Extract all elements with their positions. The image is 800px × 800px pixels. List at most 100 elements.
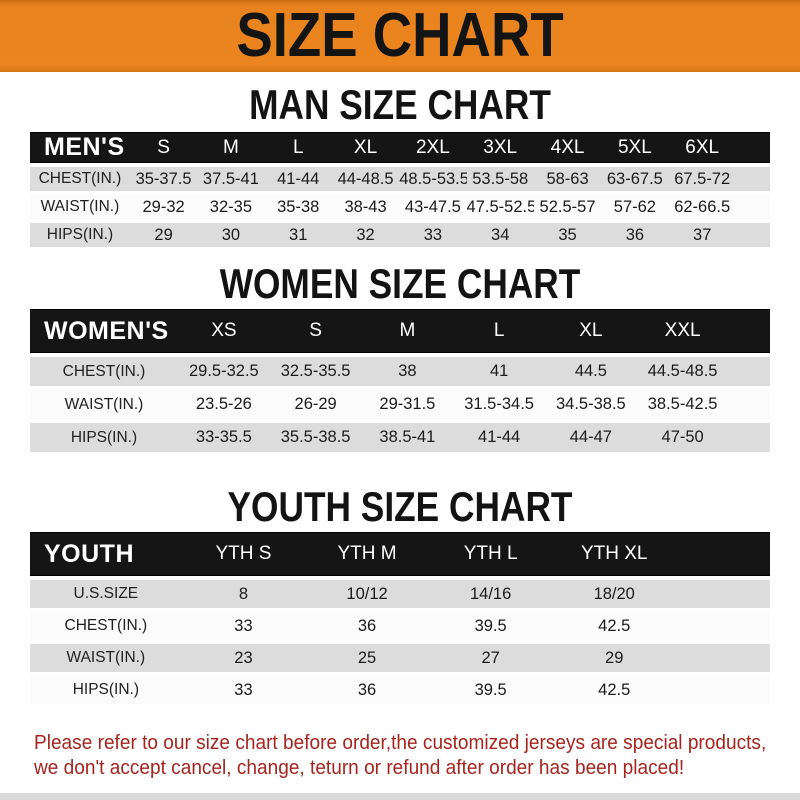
youth-size-table: YOUTH YTH S YTH M YTH L YTH XL U.S.SIZE 8 10/12…: [30, 528, 770, 708]
banner: SIZE CHART: [0, 0, 800, 72]
size-value-cell: 29: [129, 223, 198, 247]
size-column-header: 3XL: [466, 132, 534, 163]
size-column-header: S: [269, 309, 362, 353]
table-header-row: MEN'S S M L XL 2XL 3XL 4XL 5XL 6XL: [30, 132, 770, 163]
size-value-cell: 53.5-58: [466, 167, 534, 191]
size-value-cell: 57-62: [601, 195, 669, 219]
section-men: MAN SIZE CHART MEN'S S M L XL 2XL 3XL 4XL 5XL 6XL…: [0, 84, 800, 251]
table-row: WAIST(IN.) 29-32 32-35 35-38 38-43 43-47.5 47.…: [30, 195, 770, 219]
row-spacer-cell: [676, 612, 770, 640]
table-row: HIPS(IN.) 29 30 31 32 33 34 35 36 37: [30, 223, 770, 247]
size-column-header: XL: [331, 132, 400, 163]
size-value-cell: 35-38: [264, 195, 332, 219]
row-spacer-cell: [676, 676, 770, 704]
size-value-cell: 36: [305, 612, 429, 640]
footer-line-2: we don't accept cancel, change, teturn o…: [34, 756, 685, 779]
size-value-cell: 38.5-42.5: [636, 390, 729, 419]
size-value-cell: 39.5: [428, 676, 553, 704]
size-value-cell: 63-67.5: [601, 167, 669, 191]
section-title-youth: YOUTH SIZE CHART: [227, 483, 573, 530]
size-value-cell: 10/12: [305, 580, 429, 608]
size-value-cell: 67.5-72: [668, 167, 736, 191]
size-column-header: S: [129, 132, 198, 163]
size-column-header: M: [361, 309, 454, 353]
size-value-cell: 41: [453, 357, 545, 386]
size-value-cell: 18/20: [552, 580, 676, 608]
size-value-cell: 23.5-26: [178, 390, 270, 419]
size-column-header: XL: [545, 309, 637, 353]
size-value-cell: 41-44: [453, 423, 545, 452]
size-column-header: YTH L: [428, 532, 553, 576]
size-column-header: YTH XL: [552, 532, 676, 576]
size-value-cell: 29-32: [129, 195, 198, 219]
size-column-header: L: [264, 132, 332, 163]
measurement-label: HIPS(IN.): [30, 676, 182, 704]
size-value-cell: 31.5-34.5: [453, 390, 545, 419]
size-column-header: M: [197, 132, 265, 163]
measurement-label: U.S.SIZE: [30, 580, 182, 608]
table-category-label: YOUTH: [30, 532, 182, 576]
size-value-cell: 27: [428, 644, 553, 672]
table-category-label: WOMEN'S: [30, 309, 178, 353]
page-title: SIZE CHART: [236, 1, 564, 70]
size-value-cell: 44-48.5: [331, 167, 400, 191]
size-value-cell: 35-37.5: [129, 167, 198, 191]
size-value-cell: 33: [181, 676, 306, 704]
size-column-header: YTH M: [305, 532, 429, 576]
size-value-cell: 38-43: [331, 195, 400, 219]
size-column-header: XXL: [636, 309, 729, 353]
footer-line-1: Please refer to our size chart before or…: [34, 731, 767, 754]
row-spacer-cell: [676, 580, 770, 608]
table-row: HIPS(IN.) 33 36 39.5 42.5: [30, 676, 770, 704]
size-value-cell: 29.5-32.5: [178, 357, 270, 386]
size-value-cell: 23: [181, 644, 306, 672]
size-column-header: 6XL: [668, 132, 736, 163]
table-row: WAIST(IN.) 23 25 27 29: [30, 644, 770, 672]
size-column-header: 5XL: [601, 132, 669, 163]
size-value-cell: 34.5-38.5: [545, 390, 637, 419]
men-size-table: MEN'S S M L XL 2XL 3XL 4XL 5XL 6XL CHEST(IN.) 35-37…: [30, 128, 770, 251]
table-row: U.S.SIZE 8 10/12 14/16 18/20: [30, 580, 770, 608]
size-value-cell: 52.5-57: [533, 195, 602, 219]
size-value-cell: 25: [305, 644, 429, 672]
size-value-cell: 32.5-35.5: [269, 357, 362, 386]
measurement-label: WAIST(IN.): [30, 644, 182, 672]
size-value-cell: 14/16: [428, 580, 553, 608]
bottom-strip: [0, 793, 800, 800]
size-value-cell: 32-35: [197, 195, 265, 219]
size-value-cell: 30: [197, 223, 265, 247]
size-value-cell: 58-63: [533, 167, 602, 191]
row-spacer-cell: [728, 357, 770, 386]
measurement-label: CHEST(IN.): [30, 357, 178, 386]
size-column-header: YTH S: [181, 532, 306, 576]
measurement-label: WAIST(IN.): [30, 390, 178, 419]
size-column-header: 2XL: [399, 132, 467, 163]
size-value-cell: 44.5-48.5: [636, 357, 729, 386]
size-value-cell: 35: [533, 223, 602, 247]
size-value-cell: 32: [331, 223, 400, 247]
women-size-table: WOMEN'S XS S M L XL XXL CHEST(IN.) 29.5-32.5 32.5…: [30, 305, 770, 456]
size-value-cell: 38: [361, 357, 454, 386]
size-value-cell: 33: [399, 223, 467, 247]
size-value-cell: 42.5: [552, 676, 676, 704]
header-spacer-cell: [728, 309, 770, 353]
size-value-cell: 33-35.5: [178, 423, 270, 452]
row-spacer-cell: [676, 644, 770, 672]
size-value-cell: 26-29: [269, 390, 362, 419]
size-value-cell: 44.5: [545, 357, 637, 386]
size-value-cell: 29: [552, 644, 676, 672]
section-youth: YOUTH SIZE CHART YOUTH YTH S YTH M YTH L YTH…: [0, 486, 800, 708]
size-value-cell: 39.5: [428, 612, 553, 640]
header-spacer-cell: [676, 532, 770, 576]
size-value-cell: 34: [466, 223, 534, 247]
footer-note: Please refer to our size chart before or…: [34, 730, 800, 780]
row-spacer-cell: [728, 423, 770, 452]
size-value-cell: 38.5-41: [361, 423, 454, 452]
size-value-cell: 37.5-41: [197, 167, 265, 191]
measurement-label: CHEST(IN.): [30, 612, 182, 640]
size-value-cell: 62-66.5: [668, 195, 736, 219]
size-value-cell: 33: [181, 612, 306, 640]
size-value-cell: 43-47.5: [399, 195, 467, 219]
size-column-header: XS: [178, 309, 270, 353]
size-value-cell: 47.5-52.5: [466, 195, 534, 219]
